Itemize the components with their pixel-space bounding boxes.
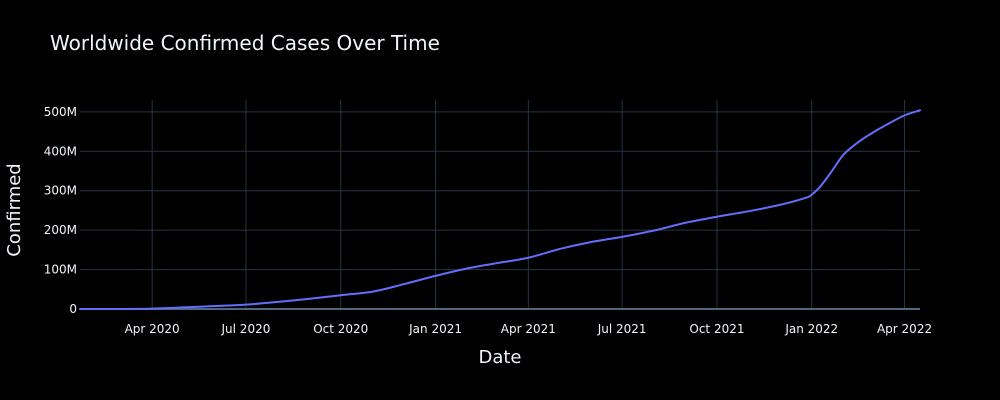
y-tick-label: 500M bbox=[44, 105, 77, 119]
x-tick-label: Apr 2021 bbox=[501, 322, 556, 336]
series-layer bbox=[79, 109, 921, 310]
x-tick-label: Jan 2022 bbox=[784, 322, 838, 336]
y-axis-ticks: 0 100M 200M 300M 400M 500M bbox=[44, 105, 77, 316]
series-line-confirmed bbox=[79, 109, 921, 310]
y-tick-label: 200M bbox=[44, 223, 77, 237]
x-tick-label: Jul 2021 bbox=[597, 322, 647, 336]
y-axis-title: Confirmed bbox=[4, 163, 25, 256]
x-axis-title: Date bbox=[478, 347, 521, 368]
x-tick-label: Apr 2020 bbox=[125, 322, 180, 336]
y-tick-label: 0 bbox=[69, 302, 77, 316]
x-tick-label: Jan 2021 bbox=[408, 322, 462, 336]
x-tick-label: Jul 2020 bbox=[221, 322, 271, 336]
chart-title: Worldwide Confirmed Cases Over Time bbox=[50, 31, 440, 55]
x-tick-label: Oct 2020 bbox=[313, 322, 368, 336]
x-tick-label: Oct 2021 bbox=[689, 322, 744, 336]
y-tick-label: 100M bbox=[44, 263, 77, 277]
x-tick-label: Apr 2022 bbox=[877, 322, 932, 336]
y-tick-label: 300M bbox=[44, 184, 77, 198]
y-tick-label: 400M bbox=[44, 144, 77, 158]
gridlines bbox=[80, 100, 920, 310]
x-axis-ticks: Apr 2020 Jul 2020 Oct 2020 Jan 2021 Apr 2021… bbox=[125, 322, 933, 336]
